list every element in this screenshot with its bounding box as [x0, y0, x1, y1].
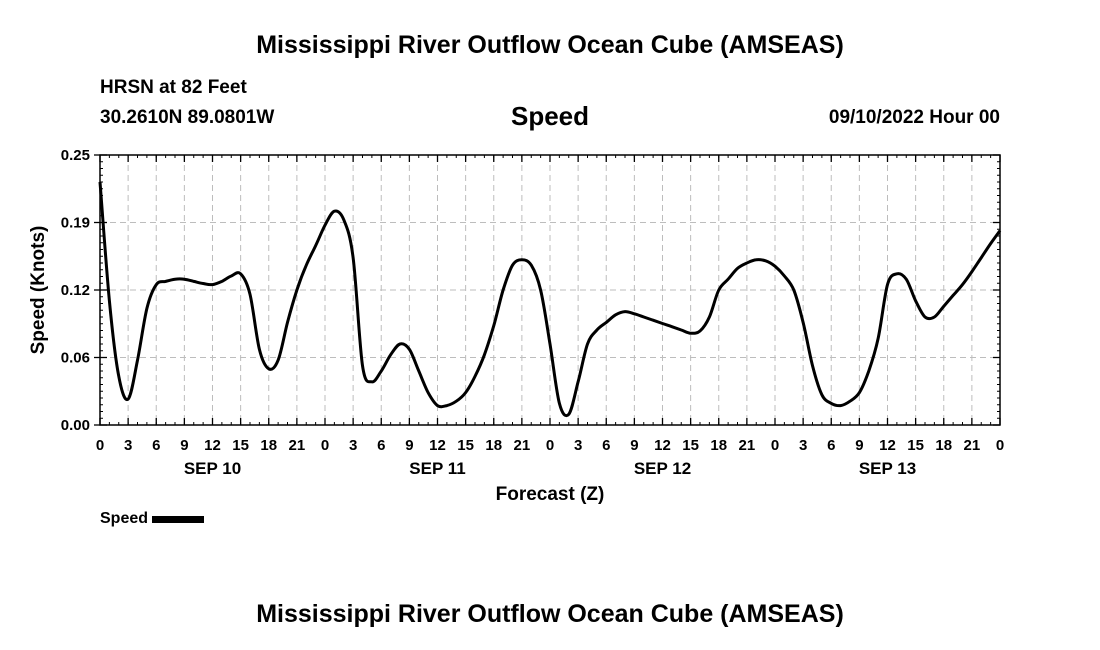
y-tick-label: 0.25 — [61, 147, 90, 164]
forecast-datetime-label: 09/10/2022 Hour 00 — [828, 107, 1000, 128]
x-tick-label: 0 — [96, 437, 104, 454]
y-axis-title: Speed (Knots) — [28, 226, 49, 355]
x-tick-label: 12 — [654, 437, 671, 454]
x-tick-label: 3 — [124, 437, 132, 454]
legend: Speed — [100, 510, 205, 528]
chart-variable-title: Speed — [510, 101, 590, 131]
x-tick-label: 18 — [935, 437, 952, 454]
x-tick-label: 0 — [771, 437, 779, 454]
x-tick-label: 15 — [232, 437, 249, 454]
x-tick-label: 12 — [204, 437, 221, 454]
y-tick-label: 0.06 — [61, 350, 90, 367]
x-tick-label: 21 — [289, 437, 306, 454]
x-tick-label: 18 — [485, 437, 502, 454]
coordinates-label: 30.2610N 89.0801W — [100, 107, 275, 128]
x-tick-label: 9 — [855, 437, 863, 454]
x-date-label: SEP 13 — [859, 459, 916, 478]
legend-line-swatch — [152, 515, 205, 523]
y-tick-label: 0.12 — [61, 282, 90, 299]
x-tick-label: 6 — [152, 437, 160, 454]
chart-main-title: Mississippi River Outflow Ocean Cube (AM… — [256, 31, 844, 59]
legend-label: Speed — [100, 510, 149, 527]
y-tick-label: 0.19 — [61, 215, 90, 232]
x-tick-label: 15 — [907, 437, 924, 454]
x-tick-label: 12 — [879, 437, 896, 454]
x-tick-label: 0 — [321, 437, 329, 454]
x-tick-label: 0 — [546, 437, 554, 454]
y-tick-label: 0.00 — [61, 417, 90, 434]
x-tick-label: 3 — [349, 437, 357, 454]
x-tick-label: 3 — [574, 437, 582, 454]
x-tick-label: 6 — [602, 437, 610, 454]
x-tick-label: 12 — [429, 437, 446, 454]
x-tick-label: 9 — [180, 437, 188, 454]
x-tick-label: 18 — [260, 437, 277, 454]
series-line-speed — [98, 181, 1002, 418]
x-tick-label: 21 — [964, 437, 981, 454]
x-tick-label: 15 — [457, 437, 474, 454]
x-tick-label: 21 — [739, 437, 756, 454]
x-tick-label: 15 — [682, 437, 699, 454]
chart-main-title-repeat: Mississippi River Outflow Ocean Cube (AM… — [256, 600, 844, 628]
x-tick-label: 9 — [405, 437, 413, 454]
x-date-label: SEP 10 — [184, 459, 241, 478]
x-tick-label: 3 — [799, 437, 807, 454]
x-tick-label: 18 — [710, 437, 727, 454]
station-label: HRSN at 82 Feet — [100, 77, 247, 98]
x-tick-label: 0 — [996, 437, 1004, 454]
x-tick-label: 6 — [827, 437, 835, 454]
x-tick-label: 6 — [377, 437, 385, 454]
x-date-label: SEP 11 — [409, 459, 465, 478]
x-tick-label: 21 — [514, 437, 531, 454]
x-axis-title: Forecast (Z) — [496, 484, 605, 505]
x-date-label: SEP 12 — [634, 459, 691, 478]
x-tick-label: 9 — [630, 437, 638, 454]
